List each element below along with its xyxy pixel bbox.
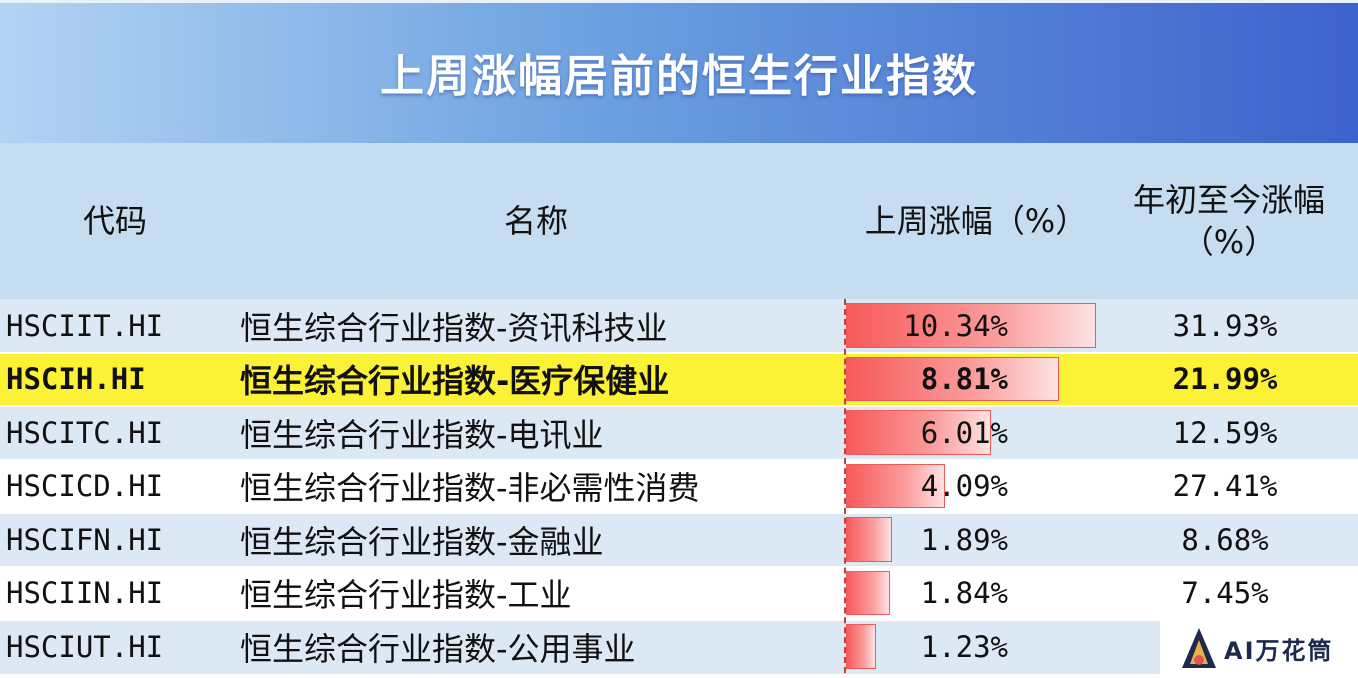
week-change-bar bbox=[846, 303, 1096, 348]
cell-week-change: 8.81% bbox=[842, 353, 1132, 407]
cell-week-change: 1.23% bbox=[842, 620, 1132, 674]
header-ytd-line2: （%） bbox=[1181, 223, 1277, 261]
week-change-label: 4.09% bbox=[920, 469, 1008, 504]
cell-name: 恒生综合行业指数-公用事业 bbox=[240, 629, 636, 668]
watermark-logo: AI万花筒 bbox=[1160, 618, 1358, 678]
cell-ytd-change: 21.99% bbox=[1172, 362, 1278, 397]
cell-name: 恒生综合行业指数-金融业 bbox=[240, 522, 604, 561]
watermark-text: AI万花筒 bbox=[1224, 636, 1334, 665]
cell-ytd-change: 31.93% bbox=[1172, 308, 1278, 343]
table-row: HSCIIT.HI 恒生综合行业指数-资讯科技业 10.34% 31.93% bbox=[0, 299, 1358, 353]
cell-week-change: 10.34% bbox=[842, 299, 1132, 353]
cell-code: HSCIIN.HI bbox=[6, 576, 164, 611]
week-change-bar bbox=[846, 356, 1059, 401]
table-row: HSCIIN.HI 恒生综合行业指数-工业 1.84% 7.45% bbox=[0, 566, 1358, 621]
cell-code: HSCICD.HI bbox=[6, 469, 164, 504]
row-divider bbox=[0, 565, 1358, 568]
cell-ytd-change: 27.41% bbox=[1172, 469, 1278, 504]
row-divider bbox=[0, 351, 1358, 354]
table-row: HSCITC.HI 恒生综合行业指数-电讯业 6.01% 12.59% bbox=[0, 406, 1358, 460]
title-bar: 上周涨幅居前的恒生行业指数 bbox=[0, 0, 1358, 143]
header-code: 代码 bbox=[82, 202, 147, 240]
cell-name: 恒生综合行业指数-电讯业 bbox=[240, 415, 604, 454]
cell-name: 恒生综合行业指数-医疗保健业 bbox=[240, 362, 670, 401]
cell-code: HSCIIT.HI bbox=[6, 308, 164, 343]
table-row: HSCIFN.HI 恒生综合行业指数-金融业 1.89% 8.68% bbox=[0, 513, 1358, 567]
week-change-label: 8.81% bbox=[920, 362, 1008, 397]
cell-ytd-change: 8.68% bbox=[1181, 522, 1269, 557]
table-row: HSCICD.HI 恒生综合行业指数-非必需性消费 4.09% 27.41% bbox=[0, 459, 1358, 514]
cell-name: 恒生综合行业指数-资讯科技业 bbox=[240, 308, 668, 347]
row-divider bbox=[0, 458, 1358, 461]
cell-name: 恒生综合行业指数-工业 bbox=[240, 576, 572, 615]
header-name: 名称 bbox=[503, 202, 568, 240]
bar-axis-line bbox=[844, 299, 846, 673]
week-change-label: 6.01% bbox=[920, 415, 1008, 450]
cell-code: HSCIH.HI bbox=[6, 362, 146, 397]
cell-ytd-change: 12.59% bbox=[1172, 415, 1278, 450]
week-change-bar bbox=[846, 624, 876, 669]
week-change-label: 1.84% bbox=[920, 576, 1008, 611]
table-title: 上周涨幅居前的恒生行业指数 bbox=[380, 51, 978, 102]
week-change-bar bbox=[846, 410, 992, 455]
cell-week-change: 4.09% bbox=[842, 460, 1132, 514]
header-week-change: 上周涨幅（%） bbox=[864, 202, 1088, 240]
week-change-label: 1.23% bbox=[920, 629, 1008, 664]
header-ytd-change: 年初至今涨幅 （%） bbox=[1100, 143, 1358, 299]
week-change-bar bbox=[846, 570, 891, 615]
table-header: 代码 名称 上周涨幅（%） 年初至今涨幅 （%） bbox=[0, 143, 1358, 299]
cell-code: HSCIFN.HI bbox=[6, 522, 164, 557]
table-row: HSCIH.HI 恒生综合行业指数-医疗保健业 8.81% 21.99% bbox=[0, 352, 1358, 407]
cell-week-change: 1.89% bbox=[842, 513, 1132, 567]
header-ytd-line1: 年初至今涨幅 bbox=[1132, 181, 1325, 219]
cell-name: 恒生综合行业指数-非必需性消费 bbox=[240, 469, 700, 508]
row-divider bbox=[0, 405, 1358, 407]
cell-code: HSCITC.HI bbox=[6, 415, 164, 450]
title-top-line bbox=[0, 0, 1358, 3]
cell-week-change: 1.84% bbox=[842, 567, 1132, 621]
week-change-label: 10.34% bbox=[903, 308, 1008, 343]
row-divider bbox=[0, 619, 1358, 621]
table-row: HSCIUT.HI 恒生综合行业指数-公用事业 1.23% bbox=[0, 620, 1358, 674]
week-change-bar bbox=[846, 463, 945, 508]
row-divider bbox=[0, 512, 1358, 514]
cell-ytd-change: 7.45% bbox=[1181, 576, 1269, 611]
week-change-label: 1.89% bbox=[920, 522, 1008, 557]
logo-icon bbox=[1182, 628, 1216, 668]
cell-week-change: 6.01% bbox=[842, 406, 1132, 460]
week-change-bar bbox=[846, 517, 892, 562]
cell-code: HSCIUT.HI bbox=[6, 629, 164, 664]
